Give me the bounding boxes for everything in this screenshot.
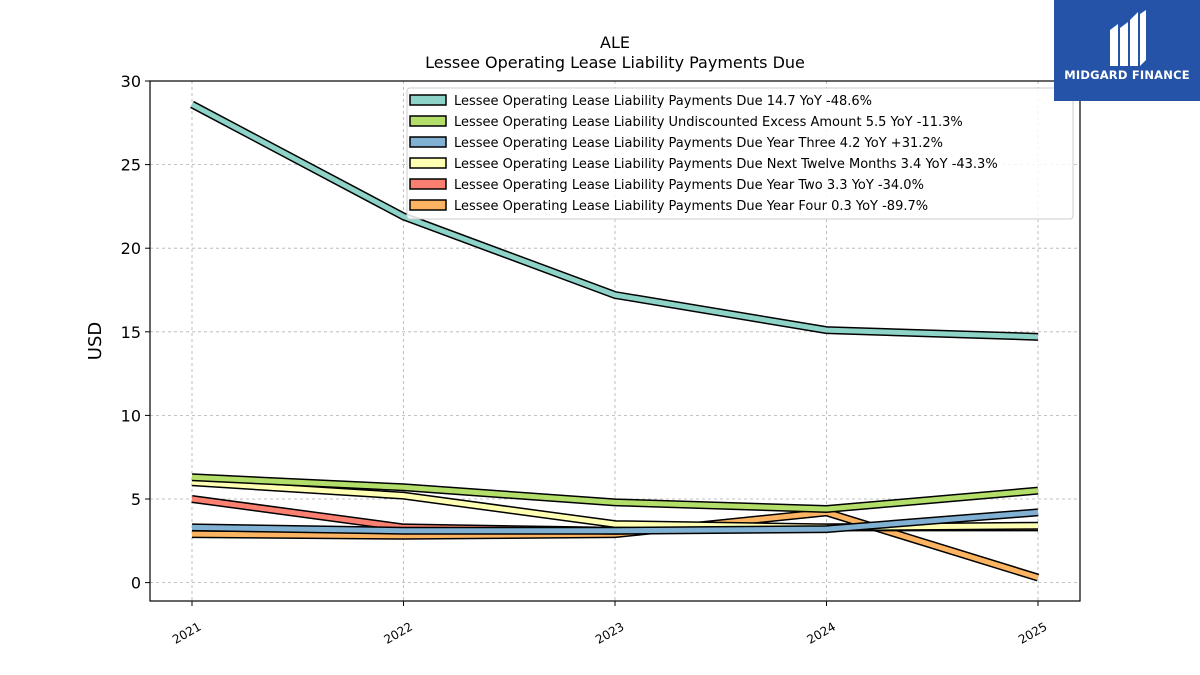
legend-entry: Lessee Operating Lease Liability Payment… [454, 94, 872, 109]
y-tick-label: 15 [121, 323, 141, 342]
legend-swatch [409, 94, 447, 106]
logo-mark-icon [1110, 10, 1146, 66]
series-line [191, 474, 1039, 512]
y-tick-label: 25 [121, 156, 141, 175]
series-line [191, 509, 1039, 534]
y-tick-label: 0 [131, 574, 141, 593]
legend-entry: Lessee Operating Lease Liability Undisco… [454, 115, 963, 130]
chart-subtitle: Lessee Operating Lease Liability Payment… [425, 53, 805, 72]
x-tick-label: 2024 [805, 619, 838, 646]
x-tick-label: 2025 [1016, 619, 1049, 646]
legend-entry: Lessee Operating Lease Liability Payment… [454, 136, 943, 151]
x-tick-label: 2022 [382, 619, 415, 646]
series-lines [190, 100, 1040, 582]
legend-swatch [409, 199, 447, 211]
y-tick-label: 30 [121, 72, 141, 91]
legend-entry: Lessee Operating Lease Liability Payment… [454, 178, 924, 193]
legend-entry: Lessee Operating Lease Liability Payment… [454, 199, 928, 214]
x-tick-label: 2021 [170, 619, 203, 646]
chart-title: ALE [600, 33, 630, 52]
y-tick-label: 10 [121, 406, 141, 425]
x-tick-label: 2023 [593, 619, 626, 646]
legend-swatch [409, 157, 447, 169]
y-axis-label: USD [85, 322, 106, 360]
legend-box [406, 87, 1074, 220]
plot-frame [149, 80, 1081, 602]
series-line [190, 102, 1039, 340]
logo-text: MIDGARD FINANCE [1064, 68, 1190, 82]
legend-swatch [409, 178, 447, 190]
legend-entry: Lessee Operating Lease Liability Payment… [454, 157, 998, 172]
y-tick-label: 5 [131, 490, 141, 509]
y-tick-label: 20 [121, 239, 141, 258]
midgard-finance-logo: MIDGARD FINANCE [1054, 0, 1200, 101]
legend-swatch [409, 115, 447, 127]
legend-swatch [409, 136, 447, 148]
legend: Lessee Operating Lease Liability Payment… [406, 87, 1074, 220]
